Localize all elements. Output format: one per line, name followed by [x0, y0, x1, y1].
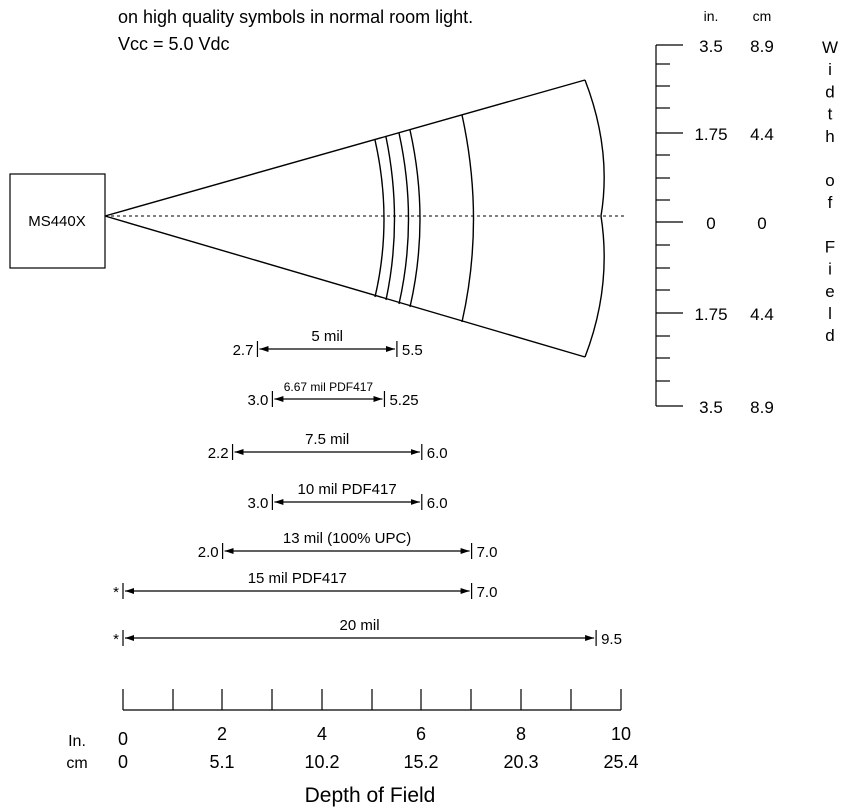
depth-tick-in: 8: [516, 724, 526, 744]
range-max-label: 6.0: [427, 445, 448, 462]
range-min-label: *: [113, 631, 119, 648]
depth-tick-in: 6: [416, 724, 426, 744]
range-bar-row: 3.0 5.25 6.67 mil PDF417: [248, 380, 419, 409]
width-tick-in: 3.5: [699, 398, 723, 417]
range-max-label: 5.5: [402, 342, 423, 359]
range-bars: 2.7 5.5 5 mil 3.0 5.25 6.67 mil PDF417 2.2 6.0 7…: [113, 328, 622, 648]
range-symbol-label: 6.67 mil PDF417: [284, 380, 374, 394]
width-tick-cm: 8.9: [750, 398, 774, 417]
width-tick-in: 1.75: [694, 125, 727, 144]
range-symbol-label: 5 mil: [311, 328, 343, 345]
depth-row-in-label: In.: [68, 733, 86, 750]
depth-axis: [122, 689, 622, 711]
width-title-letter: f: [828, 193, 833, 212]
width-title-letter: h: [825, 127, 834, 146]
range-max-label: 7.0: [477, 584, 498, 601]
scanner-label: MS440X: [28, 213, 86, 230]
range-symbol-label: 7.5 mil: [305, 431, 349, 448]
range-symbol-label: 13 mil (100% UPC): [283, 530, 411, 547]
range-symbol-label: 20 mil: [340, 617, 380, 634]
depth-tick-in: 10: [611, 724, 631, 744]
width-tick-in: 3.5: [699, 37, 723, 56]
width-title-letter: i: [828, 60, 832, 79]
width-tick-cm: 0: [757, 214, 766, 233]
width-title-letter: e: [825, 282, 834, 301]
width-tick-cm: 8.9: [750, 37, 774, 56]
range-bar-row: 3.0 6.0 10 mil PDF417: [248, 481, 448, 512]
width-tick-cm: 4.4: [750, 125, 774, 144]
width-title-letter: l: [828, 304, 832, 323]
width-title-letter: i: [828, 260, 832, 279]
range-bar-row: 2.0 7.0 13 mil (100% UPC): [198, 530, 498, 561]
width-unit-cm: cm: [753, 8, 772, 24]
depth-tick-cm: 20.3: [503, 752, 538, 772]
width-tick-in: 1.75: [694, 305, 727, 324]
range-max-label: 7.0: [477, 544, 498, 561]
range-bar-row: 2.7 5.5 5 mil: [233, 328, 423, 359]
scanner-box: [9, 173, 106, 269]
range-min-label: 2.2: [208, 445, 229, 462]
scan-cone: [104, 79, 625, 358]
width-title-letter: d: [825, 326, 834, 345]
width-tick-in: 0: [706, 214, 715, 233]
width-title-letter: W: [822, 38, 838, 57]
depth-tick-cm: 25.4: [603, 752, 638, 772]
range-max-label: 5.25: [389, 392, 418, 409]
range-symbol-label: 15 mil PDF417: [248, 570, 347, 587]
depth-tick-in: 2: [217, 724, 227, 744]
width-title-letter: F: [825, 237, 835, 256]
depth-axis-title: Depth of Field: [305, 784, 436, 807]
range-max-label: 6.0: [427, 495, 448, 512]
depth-tick-cm: 0: [118, 752, 128, 772]
range-min-label: 2.7: [233, 342, 254, 359]
range-min-label: *: [113, 584, 119, 601]
range-symbol-label: 10 mil PDF417: [297, 481, 396, 498]
depth-tick-in: 0: [118, 729, 128, 749]
width-tick-cm: 4.4: [750, 305, 774, 324]
depth-tick-cm: 10.2: [304, 752, 339, 772]
range-min-label: 3.0: [248, 495, 269, 512]
range-bar-row: * 7.0 15 mil PDF417: [113, 570, 497, 601]
depth-tick-cm: 15.2: [403, 752, 438, 772]
range-max-label: 9.5: [601, 631, 622, 648]
header-line-2: Vcc = 5.0 Vdc: [118, 34, 230, 54]
range-bar-row: * 9.5 20 mil: [113, 617, 622, 648]
width-scale: [655, 44, 683, 407]
range-min-label: 2.0: [198, 544, 219, 561]
depth-row-cm-label: cm: [66, 755, 87, 772]
width-title-letter: o: [825, 171, 834, 190]
width-title-letter: t: [828, 105, 833, 124]
depth-tick-in: 4: [317, 724, 327, 744]
width-title-letter: d: [825, 82, 834, 101]
range-bar-row: 2.2 6.0 7.5 mil: [208, 431, 448, 462]
range-min-label: 3.0: [248, 392, 269, 409]
depth-tick-cm: 5.1: [209, 752, 234, 772]
width-unit-in: in.: [704, 8, 719, 24]
header-line-1: on high quality symbols in normal room l…: [118, 7, 473, 27]
